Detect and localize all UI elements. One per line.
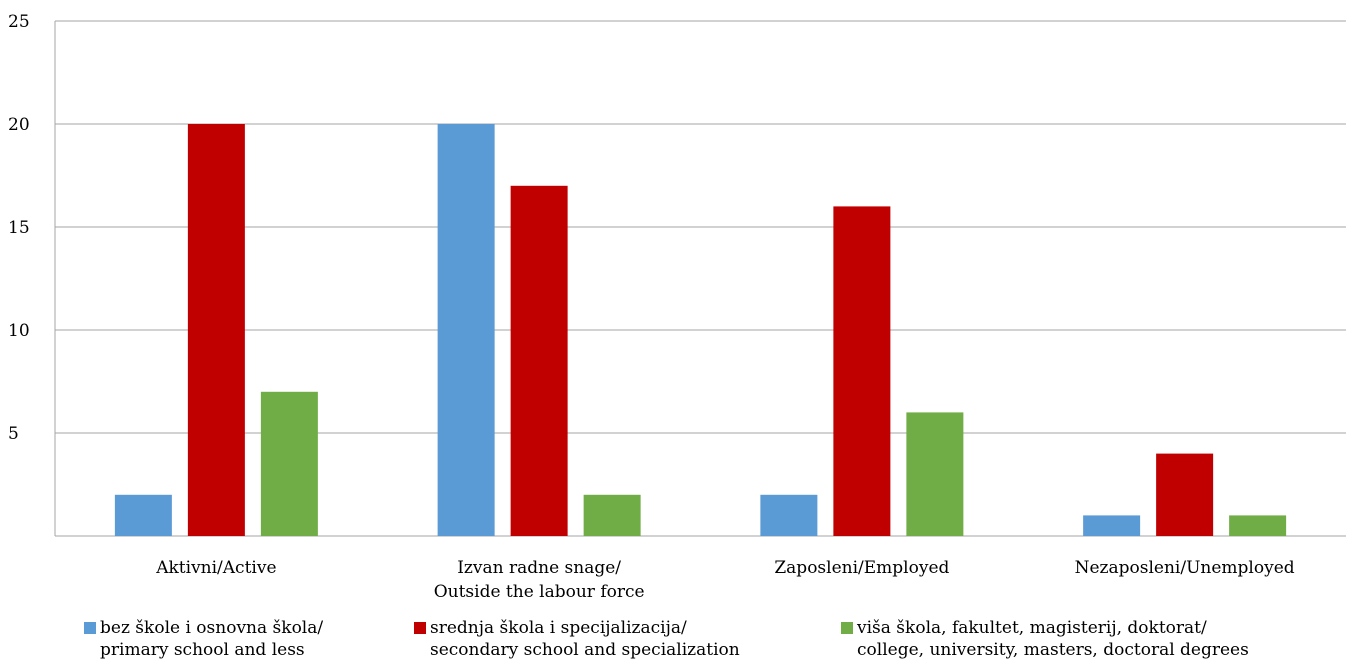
y-tick-label: 20 <box>8 115 30 135</box>
bar-series-1-category-1 <box>114 494 172 536</box>
legend-item-secondary: srednja škola i specijalizacija/ seconda… <box>414 617 740 661</box>
bar-series-2-category-3 <box>833 206 891 536</box>
legend-label-tertiary: viša škola, fakultet, magisterij, doktor… <box>857 618 1249 660</box>
y-tick-label: 10 <box>8 321 30 341</box>
y-tick-label: 15 <box>8 218 30 238</box>
bars <box>114 124 1287 537</box>
legend-item-primary: bez škole i osnovna škola/ primary schoo… <box>84 617 323 661</box>
legend-swatch-secondary <box>414 622 426 634</box>
bar-series-3-category-2 <box>583 494 641 536</box>
legend-label-secondary: srednja škola i specijalizacija/ seconda… <box>430 618 740 660</box>
legend-label-primary: bez škole i osnovna škola/ primary schoo… <box>100 618 324 660</box>
y-tick-label: 5 <box>8 424 19 444</box>
y-tick-label: 25 <box>8 12 30 32</box>
bar-series-3-category-1 <box>260 391 318 536</box>
axis-labels: 5 10 15 20 25 Aktivni/Active Izvan radne snage… <box>8 12 1295 602</box>
bar-series-2-category-2 <box>510 185 568 537</box>
x-category-label: Zaposleni/Employed <box>774 558 949 578</box>
bar-series-3-category-4 <box>1229 515 1287 536</box>
bar-series-2-category-1 <box>187 124 245 536</box>
bar-series-3-category-3 <box>906 412 964 536</box>
bar-series-2-category-4 <box>1156 453 1214 536</box>
chart-legend: bez škole i osnovna škola/ primary schoo… <box>0 617 1349 669</box>
bar-chart: 5 10 15 20 25 Aktivni/Active Izvan radne snage… <box>8 12 1346 602</box>
legend-swatch-tertiary <box>841 622 853 634</box>
legend-item-tertiary: viša škola, fakultet, magisterij, doktor… <box>841 617 1249 661</box>
bar-series-1-category-2 <box>437 124 495 536</box>
gridlines <box>55 20 1346 434</box>
x-category-label: Izvan radne snage/Outside the labour for… <box>434 558 645 602</box>
legend-swatch-primary <box>84 622 96 634</box>
bar-series-1-category-3 <box>760 494 818 536</box>
x-category-label: Nezaposleni/Unemployed <box>1075 558 1295 578</box>
axes <box>54 21 1346 537</box>
bar-series-1-category-4 <box>1083 515 1141 536</box>
x-category-label: Aktivni/Active <box>155 558 276 578</box>
